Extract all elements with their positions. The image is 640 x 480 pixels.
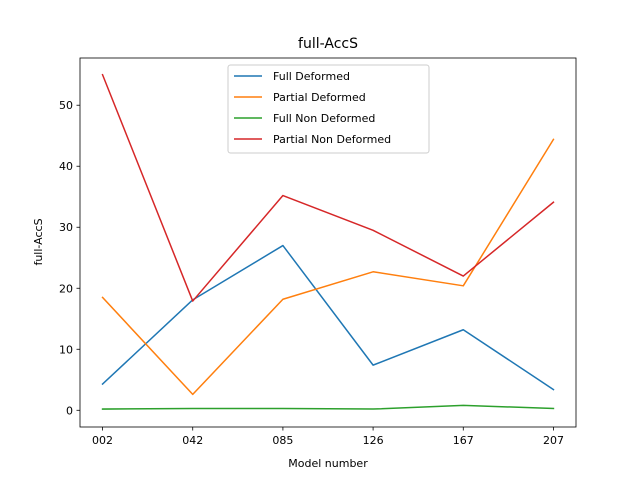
legend-label-3: Partial Non Deformed	[273, 133, 391, 146]
legend-label-0: Full Deformed	[273, 70, 350, 83]
chart-title: full-AccS	[298, 36, 358, 52]
legend-box	[227, 64, 430, 154]
y-tick-label: 20	[59, 282, 73, 295]
plot-frame	[79, 57, 577, 428]
y-axis-label: full-AccS	[32, 218, 45, 265]
x-tick-label: 085	[272, 434, 293, 447]
legend-label-2: Full Non Deformed	[273, 112, 375, 125]
x-axis-label: Model number	[288, 457, 368, 470]
y-tick-label: 40	[59, 160, 73, 173]
x-tick-label: 126	[363, 434, 384, 447]
legend: Full Deformed Partial Deformed Full Non De…	[227, 64, 430, 154]
x-axis-ticks: 002 042 085 126 167 207	[92, 427, 564, 447]
series-line-3	[101, 73, 555, 302]
legend-label-1: Partial Deformed	[273, 91, 366, 104]
y-tick-label: 0	[66, 404, 73, 417]
plot-lines	[101, 73, 555, 410]
x-tick-label: 207	[543, 434, 564, 447]
series-line-0	[101, 244, 555, 391]
x-tick-label: 167	[453, 434, 474, 447]
x-tick-label: 002	[92, 434, 113, 447]
series-line-1	[101, 138, 555, 396]
y-tick-label: 10	[59, 343, 73, 356]
series-line-2	[101, 404, 555, 410]
x-tick-label: 042	[182, 434, 203, 447]
y-tick-label: 50	[59, 99, 73, 112]
y-tick-label: 30	[59, 221, 73, 234]
y-axis-ticks: 0 10 20 30 40 50	[59, 99, 80, 417]
